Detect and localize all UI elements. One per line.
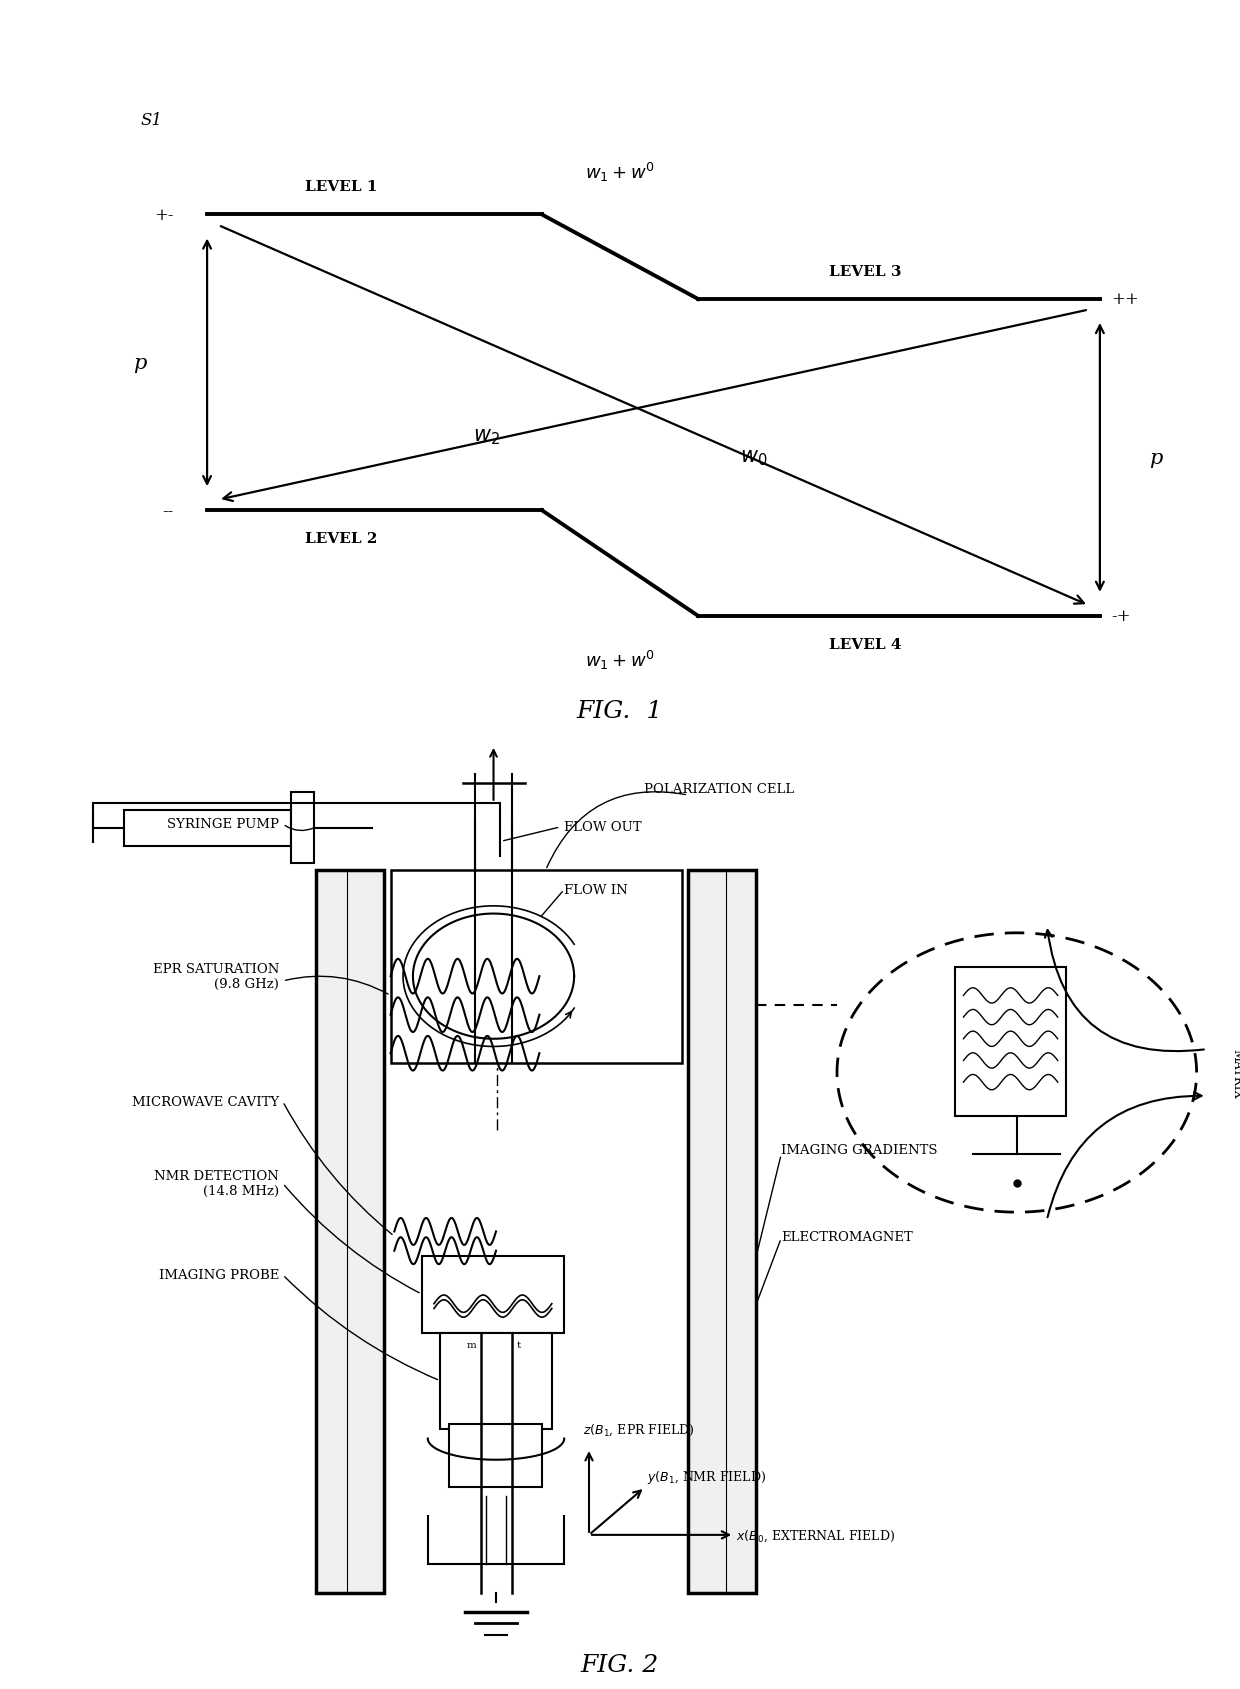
Text: +-: +-	[154, 206, 174, 225]
FancyBboxPatch shape	[422, 1257, 564, 1333]
Text: $w_0$: $w_0$	[740, 448, 768, 468]
Text: SPIN-LABELED
SEPHAROSE
MATRIX: SPIN-LABELED SEPHAROSE MATRIX	[1231, 1025, 1240, 1120]
Text: SYRINGE PUMP: SYRINGE PUMP	[167, 817, 279, 831]
Text: IMAGING PROBE: IMAGING PROBE	[159, 1268, 279, 1282]
Text: $y(B_1$, NMR FIELD): $y(B_1$, NMR FIELD)	[647, 1468, 766, 1486]
Text: $x(B_0$, EXTERNAL FIELD): $x(B_0$, EXTERNAL FIELD)	[737, 1527, 895, 1542]
Text: m: m	[466, 1341, 476, 1350]
Text: $w_1+w^0$: $w_1+w^0$	[585, 649, 655, 671]
Text: p: p	[1149, 449, 1162, 468]
Text: EPR SATURATION
(9.8 GHz): EPR SATURATION (9.8 GHz)	[153, 963, 279, 990]
Text: LEVEL 2: LEVEL 2	[305, 532, 377, 546]
Text: p: p	[134, 353, 146, 373]
Text: IMAGING GRADIENTS: IMAGING GRADIENTS	[781, 1143, 937, 1157]
Text: LEVEL 1: LEVEL 1	[305, 181, 377, 194]
FancyBboxPatch shape	[955, 966, 1066, 1116]
Text: FIG. 2: FIG. 2	[580, 1654, 660, 1677]
Text: FLOW OUT: FLOW OUT	[564, 821, 642, 834]
Text: POLARIZATION CELL: POLARIZATION CELL	[644, 782, 795, 796]
Text: FLOW IN: FLOW IN	[564, 883, 627, 897]
Text: LEVEL 4: LEVEL 4	[830, 637, 901, 652]
Text: MICROWAVE CAVITY: MICROWAVE CAVITY	[131, 1094, 279, 1108]
Text: t: t	[516, 1341, 521, 1350]
Text: NMR DETECTION
(14.8 MHz): NMR DETECTION (14.8 MHz)	[154, 1169, 279, 1198]
Text: ++: ++	[1111, 291, 1138, 309]
FancyBboxPatch shape	[688, 872, 756, 1593]
Text: --: --	[162, 502, 174, 520]
FancyBboxPatch shape	[440, 1333, 552, 1429]
Text: $w_2$: $w_2$	[472, 427, 500, 448]
FancyBboxPatch shape	[124, 811, 291, 846]
FancyBboxPatch shape	[291, 792, 314, 865]
Text: $w_1+w^0$: $w_1+w^0$	[585, 160, 655, 184]
FancyBboxPatch shape	[316, 872, 384, 1593]
Text: FIG.  1: FIG. 1	[577, 699, 663, 723]
Text: -+: -+	[1111, 608, 1131, 625]
FancyBboxPatch shape	[391, 872, 682, 1064]
Text: $z(B_1$, EPR FIELD): $z(B_1$, EPR FIELD)	[583, 1422, 694, 1437]
FancyBboxPatch shape	[449, 1424, 542, 1486]
Text: S1: S1	[140, 111, 162, 128]
Text: ELECTROMAGNET: ELECTROMAGNET	[781, 1230, 913, 1243]
Text: LEVEL 3: LEVEL 3	[830, 265, 901, 279]
